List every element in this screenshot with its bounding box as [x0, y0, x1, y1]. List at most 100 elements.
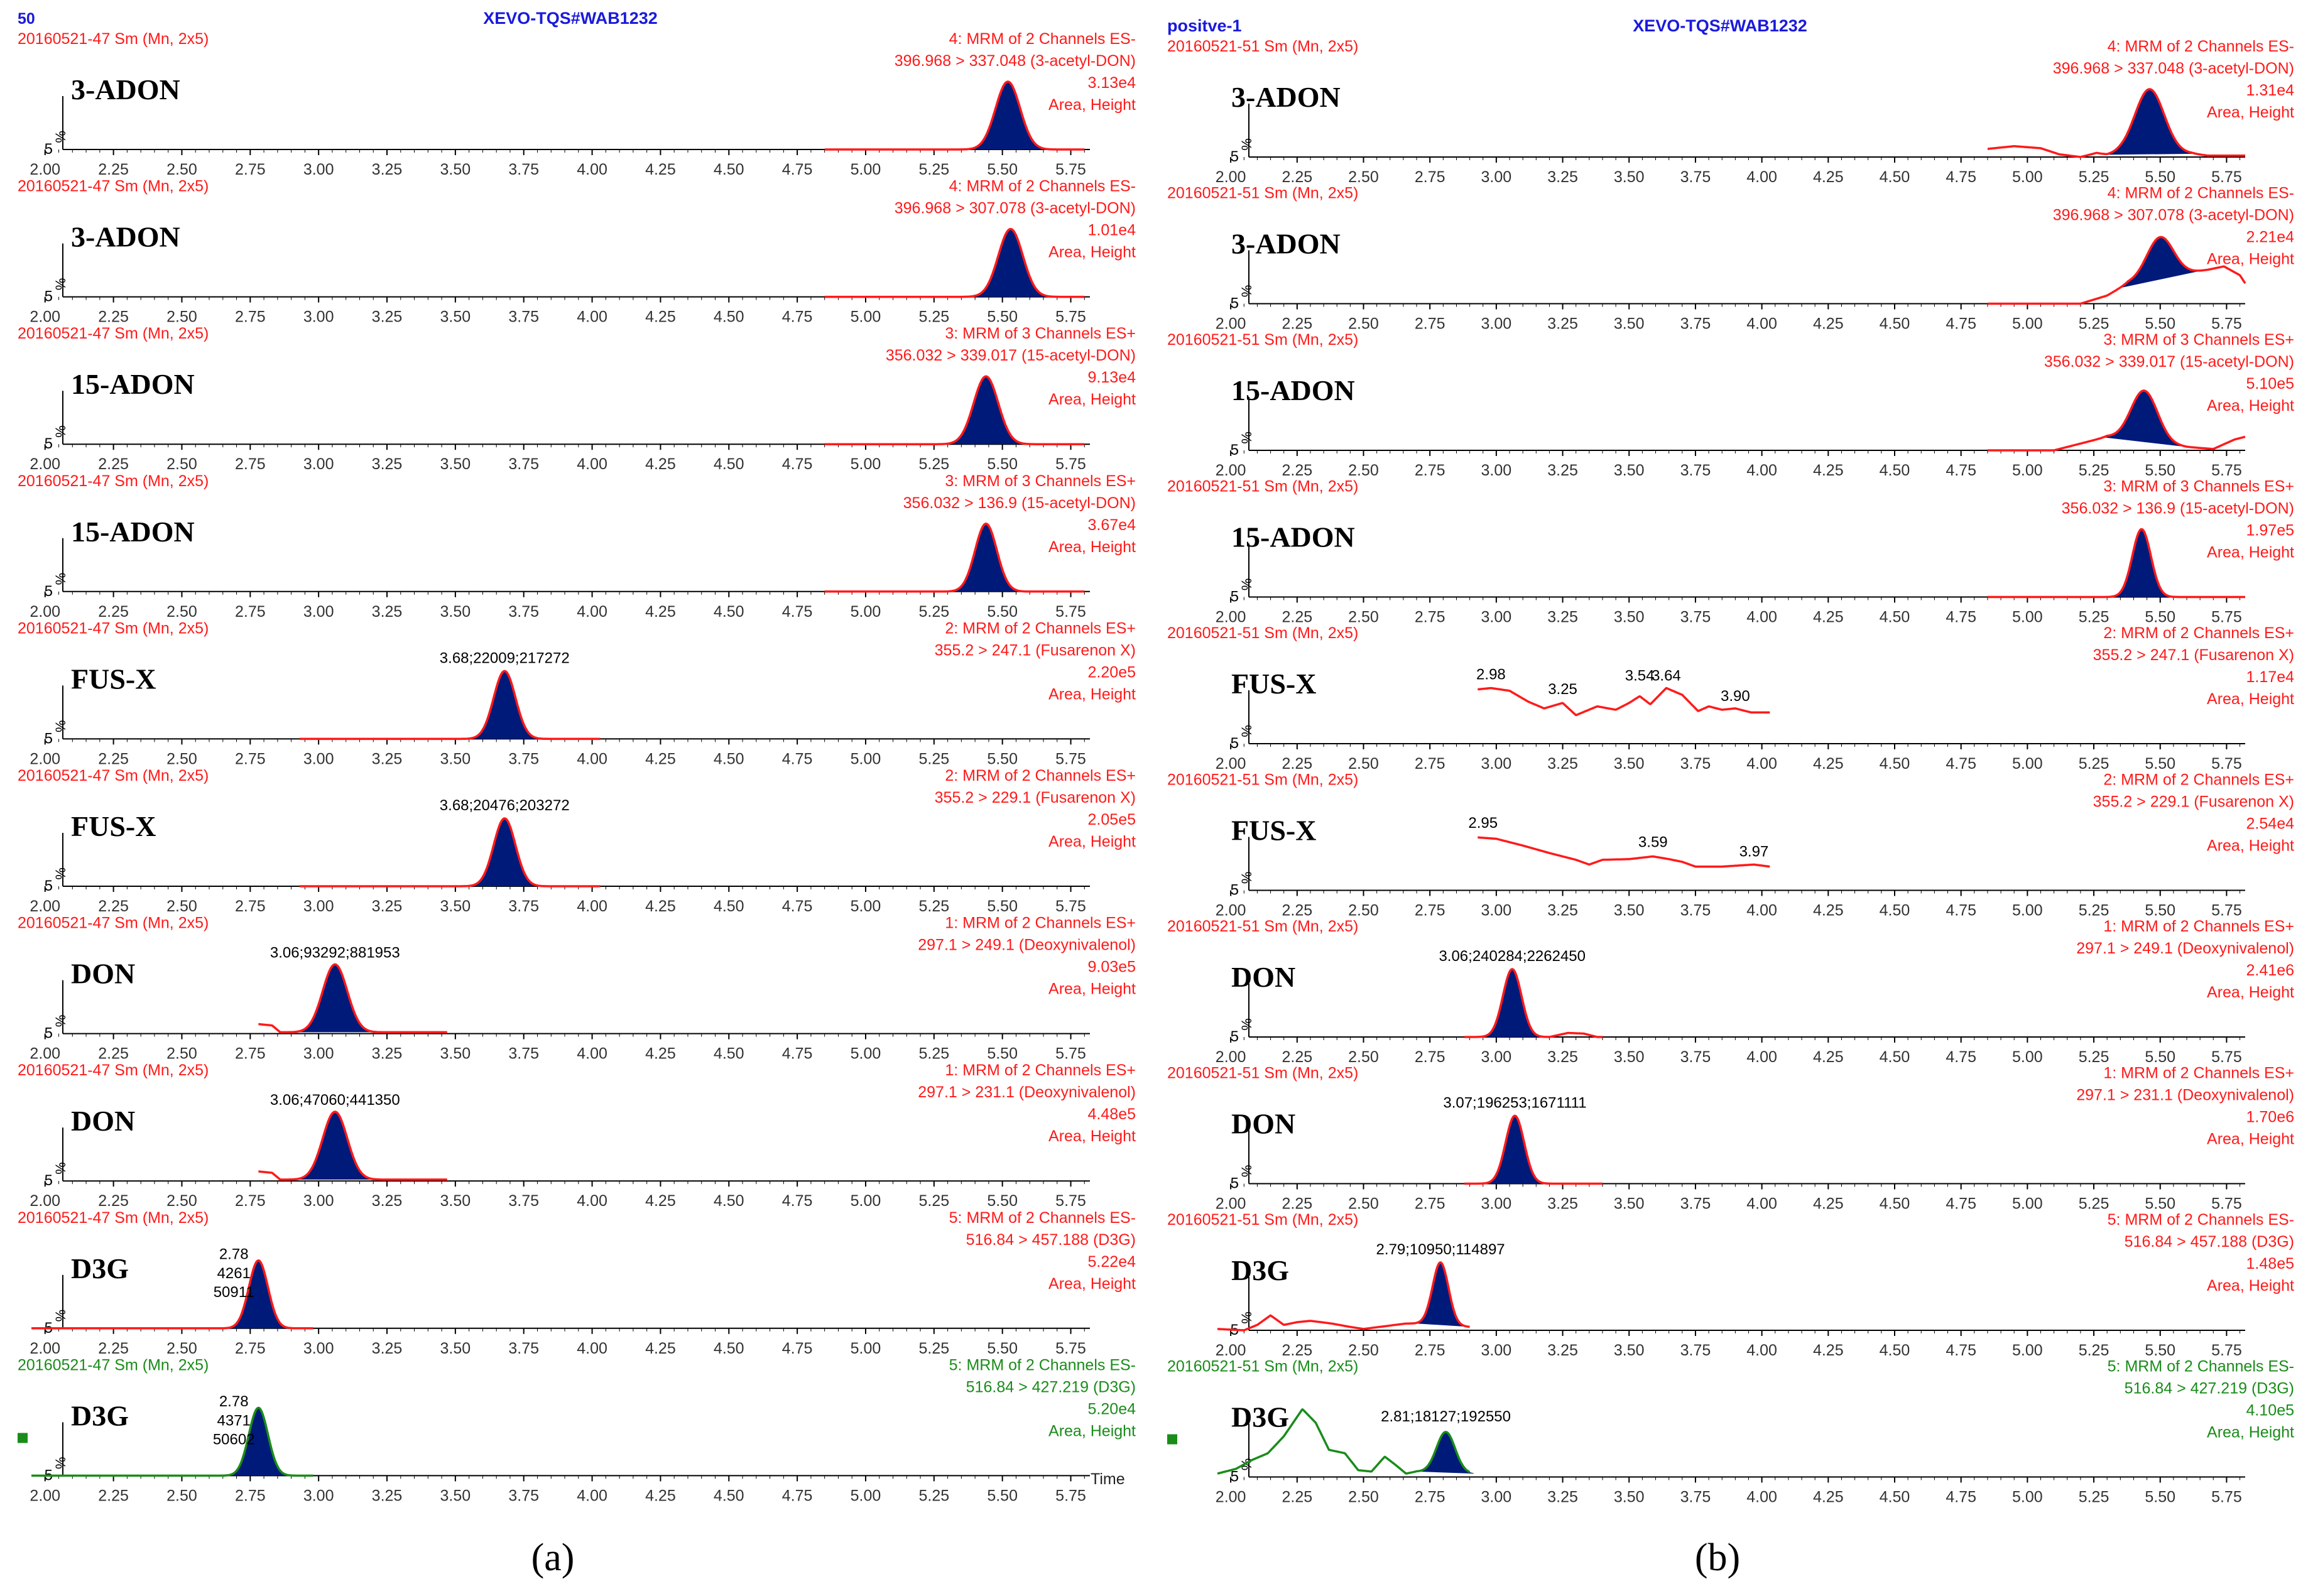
- peak-label: 2.95: [1468, 815, 1498, 832]
- y-axis-percent-label: %: [1239, 1311, 1255, 1324]
- x-tick-label: 4.75: [782, 898, 813, 915]
- x-tick-label: 3.50: [440, 1045, 471, 1063]
- x-tick-label: 4.50: [714, 1192, 744, 1210]
- x-tick-label: 4.00: [1746, 315, 1777, 333]
- intensity-label: 5.22e4: [1088, 1253, 1136, 1271]
- x-tick-label: 3.25: [1547, 609, 1578, 626]
- integrated-peak-area: [2120, 237, 2201, 288]
- integrated-peak-area: [298, 964, 373, 1033]
- peak-label: 3.68;22009;217272: [440, 649, 570, 666]
- x-tick-label: 4.00: [1746, 1048, 1777, 1066]
- x-tick-label: 2.75: [235, 898, 266, 915]
- x-tick-label: 5.50: [987, 161, 1018, 178]
- x-tick-label: 3.25: [372, 898, 403, 915]
- x-tick-label: 2.50: [1348, 902, 1379, 920]
- x-tick-label: 3.00: [303, 603, 334, 621]
- area-height-label: Area, Height: [2207, 1131, 2294, 1148]
- compound-name: FUS-X: [1231, 815, 1316, 847]
- x-tick-label: 3.75: [1680, 168, 1711, 186]
- x-tick-label: 3.50: [1614, 462, 1645, 479]
- integrated-peak-area: [229, 1260, 288, 1328]
- chromatogram-trace: [824, 523, 1086, 593]
- x-tick-label: 4.00: [577, 1045, 607, 1063]
- intensity-label: 1.31e4: [2246, 82, 2295, 99]
- x-tick-label: 2.50: [1348, 1048, 1379, 1066]
- x-tick-label: 4.50: [1880, 609, 1910, 626]
- chromatogram-trace: [1217, 1261, 1471, 1332]
- x-tick-label: 5.75: [2211, 609, 2242, 626]
- trace-a-10: 20160521-47 Sm (Mn, 2x5) 5: MRM of 2 Chan…: [18, 1356, 1136, 1504]
- chromatogram-trace: [1463, 1114, 1604, 1185]
- x-tick-label: 5.75: [2211, 1195, 2242, 1213]
- x-tick-label: 2.00: [30, 750, 60, 768]
- x-tick-label: 3.75: [508, 161, 539, 178]
- trace-b-4: 20160521-51 Sm (Mn, 2x5) 3: MRM of 3 Chan…: [1167, 478, 2294, 626]
- x-tick-label: 4.25: [645, 1487, 676, 1504]
- trace-b-1: 20160521-51 Sm (Mn, 2x5) 4: MRM of 2 Chan…: [1167, 38, 2294, 186]
- x-tick-label: 5.50: [987, 750, 1018, 768]
- x-tick-label: 4.50: [714, 308, 744, 326]
- x-tick-label: 4.00: [577, 1487, 607, 1504]
- x-tick-label: 5.00: [851, 308, 881, 326]
- peak-label: 3.68;20476;203272: [440, 797, 570, 814]
- x-tick-label: 3.00: [1481, 609, 1512, 626]
- intensity-label: 1.48e5: [2246, 1255, 2294, 1273]
- transition-label: 355.2 > 247.1 (Fusarenon X): [2093, 646, 2294, 664]
- trace-b-9: 20160521-51 Sm (Mn, 2x5) 5: MRM of 2 Chan…: [1167, 1211, 2294, 1359]
- x-tick-label: 2.50: [1348, 1489, 1379, 1506]
- trace-a-7: 20160521-47 Sm (Mn, 2x5) 1: MRM of 2 Chan…: [18, 915, 1136, 1063]
- area-height-label: Area, Height: [1048, 833, 1136, 850]
- x-tick-label: 5.25: [918, 161, 949, 178]
- x-tick-label: 4.75: [782, 1192, 813, 1210]
- x-tick-label: 4.00: [1746, 462, 1777, 479]
- integrated-peak-area: [1484, 969, 1540, 1037]
- x-tick-label: 2.75: [235, 161, 266, 178]
- compound-name: 3-ADON: [71, 221, 180, 253]
- x-tick-label: 3.00: [303, 455, 334, 473]
- x-tick-label: 4.75: [1946, 315, 1976, 333]
- chromatogram-trace: [824, 227, 1086, 298]
- sample-name: 20160521-47 Sm (Mn, 2x5): [18, 619, 209, 637]
- transition-label: 356.032 > 136.9 (15-acetyl-DON): [2062, 500, 2294, 518]
- y-axis-percent-label: %: [53, 425, 68, 438]
- peak-label: 2.78: [219, 1246, 249, 1263]
- peak-label: 3.06;240284;2262450: [1439, 948, 1586, 965]
- x-tick-label: 3.75: [1680, 1489, 1711, 1506]
- x-tick-label: 2.00: [1216, 1342, 1246, 1359]
- transition-label: 356.032 > 339.017 (15-acetyl-DON): [886, 347, 1136, 364]
- sample-name: 20160521-47 Sm (Mn, 2x5): [18, 30, 209, 48]
- x-tick-label: 4.25: [645, 1192, 676, 1210]
- x-tick-label: 2.00: [1216, 902, 1246, 920]
- x-tick-label: 5.50: [987, 603, 1018, 621]
- compound-name: FUS-X: [71, 663, 156, 695]
- x-tick-label: 3.00: [1481, 902, 1512, 920]
- x-tick-label: 2.00: [30, 603, 60, 621]
- x-tick-label: 2.50: [166, 308, 197, 326]
- x-tick-label: 5.75: [2211, 1342, 2242, 1359]
- x-tick-label: 5.25: [2079, 1195, 2109, 1213]
- transition-label: 356.032 > 136.9 (15-acetyl-DON): [903, 494, 1136, 512]
- function-label: 5: MRM of 2 Channels ES-: [2108, 1211, 2294, 1229]
- intensity-label: 9.13e4: [1088, 369, 1136, 386]
- x-tick-label: 3.75: [508, 308, 539, 326]
- x-tick-label: 5.00: [851, 161, 881, 178]
- x-tick-label: 2.75: [1415, 315, 1445, 333]
- sample-name: 20160521-51 Sm (Mn, 2x5): [1167, 478, 1358, 496]
- y-tick-label: 5: [45, 435, 53, 452]
- integrated-peak-area: [971, 82, 1045, 149]
- chromatogram-trace: [1987, 528, 2246, 599]
- x-tick-label: 2.25: [98, 898, 129, 915]
- compound-name: 15-ADON: [71, 516, 195, 548]
- x-tick-label: 5.75: [1055, 898, 1086, 915]
- function-label: 1: MRM of 2 Channels ES+: [945, 915, 1136, 932]
- function-label: 4: MRM of 2 Channels ES-: [2108, 38, 2294, 55]
- peak-label: 2.81;18127;192550: [1381, 1408, 1511, 1425]
- x-tick-label: 5.00: [851, 455, 881, 473]
- integrated-peak-area: [2113, 529, 2170, 597]
- transition-label: 516.84 > 427.219 (D3G): [966, 1378, 1136, 1396]
- x-tick-label: 4.25: [645, 750, 676, 768]
- compound-name: 15-ADON: [1231, 374, 1355, 406]
- x-tick-label: 3.75: [508, 1192, 539, 1210]
- area-height-label: Area, Height: [1048, 1275, 1136, 1293]
- x-tick-label: 4.25: [645, 1340, 676, 1357]
